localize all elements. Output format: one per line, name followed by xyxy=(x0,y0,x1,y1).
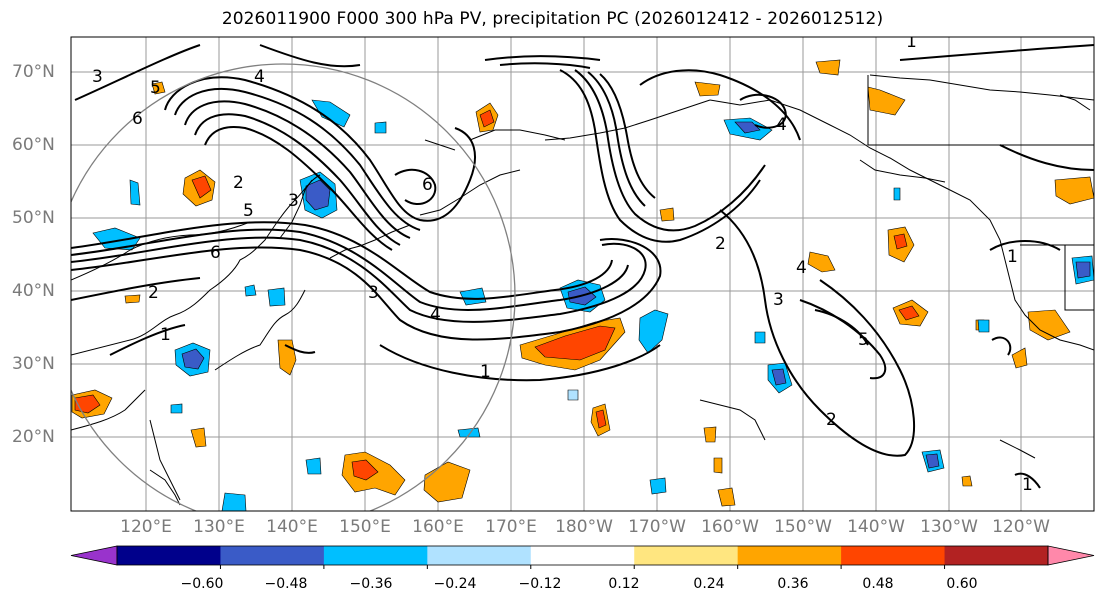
contour-label: 1 xyxy=(480,362,491,382)
colorbar-tick-label: 0.12 xyxy=(608,576,640,592)
pv-contours xyxy=(71,44,1094,489)
colorbar-tick-label: −0.48 xyxy=(264,576,308,592)
colorbar-tick-label: −0.36 xyxy=(349,576,393,592)
contour-label: 3 xyxy=(773,290,784,310)
colorbar-segment xyxy=(427,546,532,565)
lon-label: 140°W xyxy=(847,517,905,537)
lon-label: 150°W xyxy=(774,517,832,537)
contour-label: 1 xyxy=(160,325,171,345)
contour-label: 6 xyxy=(422,175,433,195)
contour-label: 5 xyxy=(243,201,254,221)
lon-label: 120°W xyxy=(992,517,1050,537)
colorbar-tick-label: 0.24 xyxy=(693,576,725,592)
colorbar-segment xyxy=(220,546,325,565)
colorbar-segment xyxy=(841,546,946,565)
contour-label: 3 xyxy=(92,67,103,87)
precip-negative-shading xyxy=(92,99,1094,511)
colorbar-segment xyxy=(634,546,739,565)
lon-label: 130°E xyxy=(193,517,245,537)
contour-label: 1 xyxy=(1007,247,1018,267)
contour-label: 2 xyxy=(233,173,244,193)
contour-label: 4 xyxy=(796,258,807,278)
contour-label: 1 xyxy=(906,32,917,52)
contour-label: 5 xyxy=(150,78,161,98)
lon-label: 120°E xyxy=(120,517,172,537)
coastlines xyxy=(71,74,1094,506)
lon-label: 150°E xyxy=(339,517,391,537)
contour-label-group: 1 1 1 1 1 2 2 2 2 3 3 3 3 4 4 4 4 5 5 5 … xyxy=(92,32,1033,495)
colorbar-tick-label: −0.12 xyxy=(518,576,562,592)
colorbar-segment xyxy=(323,546,428,565)
lat-label: 20°N xyxy=(12,427,55,447)
lat-label: 30°N xyxy=(12,354,55,374)
map-title: 2026011900 F000 300 hPa PV, precipitatio… xyxy=(221,9,884,29)
colorbar-extend-min xyxy=(70,545,118,566)
lat-label: 60°N xyxy=(12,135,55,155)
colorbar-tick-label: −0.24 xyxy=(433,576,477,592)
colorbar-segment xyxy=(737,546,842,565)
contour-label: 2 xyxy=(826,410,837,430)
colorbar-tick-label: 0.36 xyxy=(777,576,809,592)
contour-label: 5 xyxy=(858,330,869,350)
colorbar-segment xyxy=(530,546,635,565)
colorbar-segment xyxy=(944,546,1049,565)
colorbar-tick-label: 0.60 xyxy=(946,576,978,592)
colorbar-segment xyxy=(117,546,221,565)
colorbar xyxy=(70,545,1095,569)
projection-circle xyxy=(71,63,516,511)
lon-label: 170°E xyxy=(485,517,537,537)
map-panel xyxy=(71,37,1094,511)
contour-label: 6 xyxy=(210,243,221,263)
contour-label: 2 xyxy=(715,234,726,254)
lon-label: 160°E xyxy=(412,517,464,537)
lon-label: 140°E xyxy=(266,517,318,537)
colorbar-tick-label: 0.48 xyxy=(862,576,894,592)
lon-label: 170°W xyxy=(628,517,686,537)
contour-label: 6 xyxy=(132,109,143,129)
lon-label: 180°W xyxy=(555,517,613,537)
colorbar-tick-label: −0.60 xyxy=(180,576,224,592)
lat-label: 70°N xyxy=(12,62,55,82)
contour-label: 2 xyxy=(148,283,159,303)
lat-label: 50°N xyxy=(12,208,55,228)
contour-label: 3 xyxy=(288,191,299,211)
contour-label: 3 xyxy=(368,283,379,303)
map-frame xyxy=(70,36,1095,512)
lat-label: 40°N xyxy=(12,281,55,301)
contour-label: 4 xyxy=(254,67,265,87)
colorbar-extend-max xyxy=(1047,545,1095,566)
lon-label: 160°W xyxy=(701,517,759,537)
contour-label: 4 xyxy=(430,305,441,325)
colorbar-outline xyxy=(116,545,1049,566)
lon-label: 130°W xyxy=(920,517,978,537)
contour-label: 1 xyxy=(1022,475,1033,495)
contour-label: 4 xyxy=(776,115,787,135)
